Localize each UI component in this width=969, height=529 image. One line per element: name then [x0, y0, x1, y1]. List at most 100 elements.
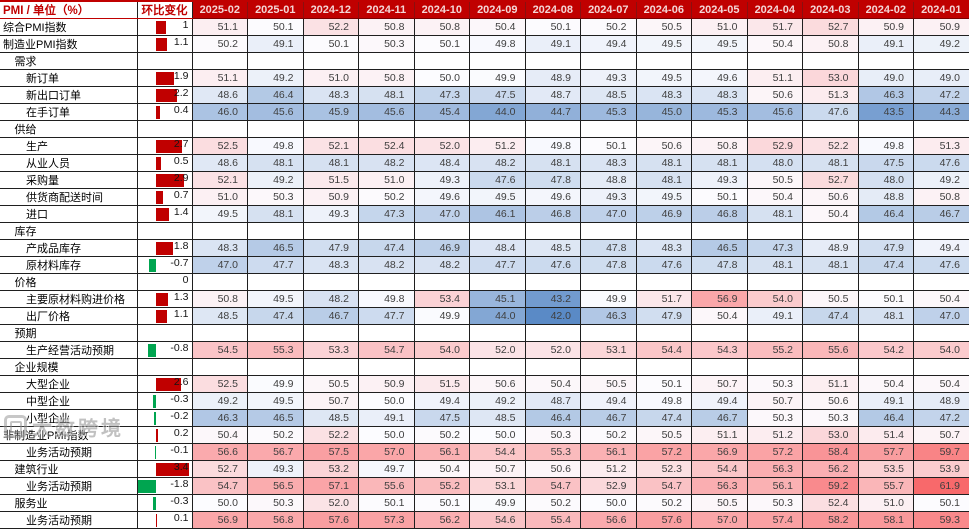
change-cell: -0.3 [137, 495, 192, 512]
pmi-value-cell: 50.7 [470, 461, 526, 478]
pmi-value-cell [303, 223, 359, 240]
pmi-value-cell: 46.7 [692, 410, 748, 427]
row-label: 新出口订单 [0, 87, 137, 104]
pmi-value-cell: 51.1 [192, 70, 248, 87]
pmi-value-cell: 48.3 [692, 87, 748, 104]
pmi-value-cell: 49.6 [525, 189, 581, 206]
change-value: 2.7 [174, 138, 189, 151]
change-cell [137, 223, 192, 240]
pmi-value-cell [692, 223, 748, 240]
pmi-value-cell: 51.2 [581, 461, 637, 478]
pmi-value-cell: 54.4 [470, 444, 526, 461]
pmi-value-cell [470, 53, 526, 70]
pmi-value-cell: 49.1 [858, 36, 914, 53]
pmi-value-cell: 54.2 [858, 342, 914, 359]
pmi-value-cell: 48.1 [525, 155, 581, 172]
pmi-value-cell: 50.3 [747, 376, 803, 393]
pmi-value-cell: 54.3 [692, 342, 748, 359]
pmi-value-cell: 44.7 [525, 104, 581, 121]
change-cell: 0.1 [137, 512, 192, 529]
pmi-value-cell: 48.0 [747, 155, 803, 172]
pmi-value-cell: 48.3 [303, 257, 359, 274]
change-cell [137, 53, 192, 70]
pmi-value-cell [747, 274, 803, 291]
month-header: 2024-08 [525, 1, 581, 19]
change-value: 2.6 [174, 376, 189, 389]
change-value: 1.1 [174, 36, 189, 49]
pmi-value-cell: 51.0 [359, 172, 415, 189]
pmi-value-cell [636, 223, 692, 240]
pmi-value-cell [636, 53, 692, 70]
pmi-value-cell [914, 121, 969, 138]
pmi-value-cell: 49.9 [470, 495, 526, 512]
pmi-value-cell: 50.1 [414, 495, 470, 512]
pmi-value-cell: 49.1 [525, 36, 581, 53]
change-cell: -1.8 [137, 478, 192, 495]
pmi-value-cell: 56.6 [581, 512, 637, 529]
pmi-value-cell: 47.6 [803, 104, 859, 121]
negative-change-bar [153, 395, 156, 408]
pmi-value-cell [803, 121, 859, 138]
pmi-value-cell: 53.2 [303, 461, 359, 478]
change-value: -0.3 [170, 495, 188, 508]
positive-change-bar [156, 310, 167, 323]
change-cell: 2.9 [137, 172, 192, 189]
pmi-value-cell: 47.8 [525, 172, 581, 189]
pmi-value-cell [525, 325, 581, 342]
pmi-value-cell: 49.8 [248, 138, 304, 155]
negative-change-bar [154, 412, 156, 425]
pmi-value-cell: 47.2 [914, 87, 969, 104]
pmi-value-cell: 53.9 [914, 461, 969, 478]
pmi-value-cell [303, 121, 359, 138]
pmi-value-cell: 58.4 [803, 444, 859, 461]
table-row: 供给 [0, 121, 969, 138]
pmi-value-cell: 46.4 [858, 410, 914, 427]
pmi-value-cell [248, 121, 304, 138]
pmi-value-cell: 49.4 [581, 393, 637, 410]
pmi-value-cell: 49.1 [359, 410, 415, 427]
pmi-value-cell: 47.4 [636, 410, 692, 427]
pmi-value-cell: 50.3 [248, 495, 304, 512]
pmi-value-cell: 46.5 [248, 410, 304, 427]
pmi-value-cell [581, 325, 637, 342]
pmi-value-cell: 49.8 [470, 36, 526, 53]
pmi-value-cell: 49.8 [858, 138, 914, 155]
pmi-value-cell: 52.3 [636, 461, 692, 478]
pmi-value-cell: 47.0 [914, 308, 969, 325]
row-label: 新订单 [0, 70, 137, 87]
row-label: 小型企业 [0, 410, 137, 427]
month-header: 2024-12 [303, 1, 359, 19]
month-header: 2024-01 [914, 1, 969, 19]
row-label: 需求 [0, 53, 137, 70]
change-value: 0.5 [174, 155, 189, 168]
pmi-value-cell: 49.3 [692, 172, 748, 189]
pmi-value-cell [359, 223, 415, 240]
pmi-value-cell: 51.7 [747, 19, 803, 36]
pmi-value-cell: 50.0 [192, 495, 248, 512]
pmi-value-cell: 55.6 [803, 342, 859, 359]
pmi-value-cell: 46.5 [692, 240, 748, 257]
row-label: 供货商配送时间 [0, 189, 137, 206]
pmi-value-cell: 50.8 [692, 138, 748, 155]
positive-change-bar [156, 208, 170, 221]
pmi-value-cell [914, 359, 969, 376]
pmi-value-cell: 50.7 [914, 427, 969, 444]
pmi-value-cell: 47.5 [470, 87, 526, 104]
pmi-value-cell: 52.0 [303, 495, 359, 512]
pmi-value-cell: 48.1 [636, 172, 692, 189]
pmi-value-cell: 53.4 [414, 291, 470, 308]
pmi-value-cell: 50.8 [914, 189, 969, 206]
pmi-value-cell: 50.4 [414, 461, 470, 478]
pmi-value-cell: 53.1 [470, 478, 526, 495]
pmi-value-cell: 54.5 [192, 342, 248, 359]
row-label: 中型企业 [0, 393, 137, 410]
pmi-value-cell: 52.7 [192, 461, 248, 478]
pmi-value-cell: 48.1 [636, 155, 692, 172]
pmi-value-cell: 48.1 [747, 206, 803, 223]
negative-change-bar [153, 497, 156, 510]
pmi-value-cell: 43.5 [858, 104, 914, 121]
